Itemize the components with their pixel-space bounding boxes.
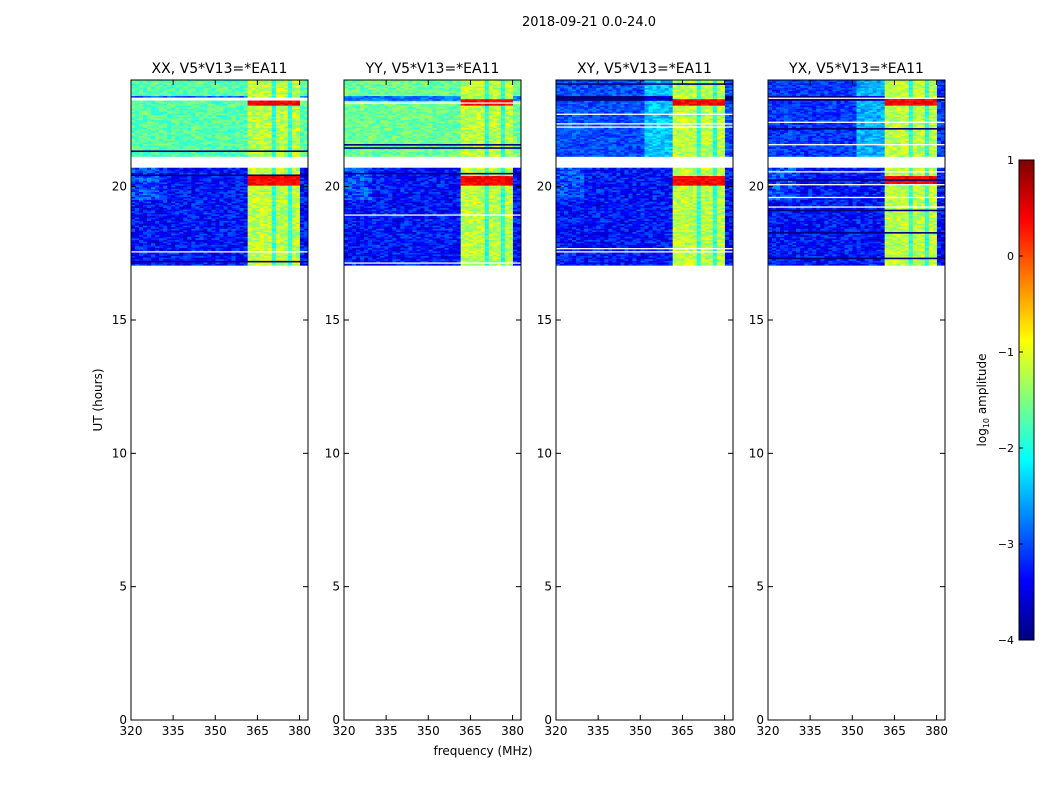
panel-0-heatmap: [131, 80, 308, 266]
panel-1-heatmap: [344, 80, 521, 266]
x-tick-label: 365: [883, 724, 906, 738]
x-tick-label: 380: [925, 724, 948, 738]
x-tick-label: 380: [501, 724, 524, 738]
y-tick-label: 5: [756, 580, 764, 594]
x-tick-label: 365: [246, 724, 269, 738]
panel-0-title: XX, V5*V13=*EA11: [152, 61, 288, 77]
x-tick-label: 320: [120, 724, 143, 738]
x-tick-label: 350: [204, 724, 227, 738]
y-tick-label: 0: [332, 713, 340, 727]
y-tick-label: 0: [544, 713, 552, 727]
figure-title: 2018-09-21 0.0-24.0: [522, 15, 656, 30]
colorbar-tick-label: −2: [998, 442, 1014, 455]
y-tick-label: 20: [537, 180, 552, 194]
x-tick-label: 335: [162, 724, 185, 738]
x-tick-label: 365: [459, 724, 482, 738]
colorbar-label: log10 amplitude: [975, 354, 991, 447]
y-tick-label: 5: [119, 580, 127, 594]
y-tick-label: 20: [112, 180, 127, 194]
x-tick-label: 380: [713, 724, 736, 738]
x-tick-label: 380: [288, 724, 311, 738]
x-tick-label: 320: [545, 724, 568, 738]
y-tick-label: 15: [537, 313, 552, 327]
colorbar-tick-label: 0: [1007, 250, 1014, 263]
panel-2-title: XY, V5*V13=*EA11: [577, 61, 712, 77]
panel-2-frame: [555, 79, 734, 721]
panel-3-frame: [767, 79, 946, 721]
y-tick-label: 5: [544, 580, 552, 594]
y-tick-label: 15: [112, 313, 127, 327]
colorbar-gradient: [1018, 159, 1035, 641]
panel-2: XY, V5*V13=*EA11 320 335 350 365 380 0 5 10 15 20: [537, 61, 736, 738]
y-tick-label: 10: [749, 446, 764, 460]
panel-1-title: YY, V5*V13=*EA11: [365, 61, 500, 77]
colorbar-tick-label: −1: [998, 346, 1014, 359]
x-tick-label: 320: [757, 724, 780, 738]
y-tick-label: 10: [537, 446, 552, 460]
y-tick-label: 20: [749, 180, 764, 194]
y-tick-label: 10: [325, 446, 340, 460]
panel-3-heatmap: [768, 80, 945, 266]
panel-0-frame: [130, 79, 309, 721]
colorbar-tick-label: −3: [998, 538, 1014, 551]
x-tick-label: 350: [841, 724, 864, 738]
y-tick-label: 15: [325, 313, 340, 327]
panel-1: YY, V5*V13=*EA11 320 335 350 365 380 0 5 10 15 20: [325, 61, 524, 738]
colorbar: −4 −3 −2 −1 0 1 log10 amplitude: [975, 154, 1035, 647]
y-tick-label: 10: [112, 446, 127, 460]
colorbar-tick-label: 1: [1007, 154, 1014, 167]
y-tick-label: 5: [332, 580, 340, 594]
x-tick-label: 320: [333, 724, 356, 738]
y-tick-label: 0: [119, 713, 127, 727]
panel-2-heatmap: [556, 80, 733, 266]
panel-1-frame: [343, 79, 522, 721]
x-tick-label: 350: [629, 724, 652, 738]
panel-0: XX, V5*V13=*EA11 320 335 350 365 380 0 5 10 15 20: [112, 61, 311, 738]
y-tick-label: 0: [756, 713, 764, 727]
panel-3: YX, V5*V13=*EA11 320 335 350 365 380 0 5 10 15 20: [749, 61, 948, 738]
y-tick-label: 15: [749, 313, 764, 327]
y-axis-label: UT (hours): [91, 368, 105, 431]
x-tick-label: 335: [587, 724, 610, 738]
x-tick-label: 335: [375, 724, 398, 738]
x-tick-label: 365: [671, 724, 694, 738]
x-tick-label: 335: [799, 724, 822, 738]
colorbar-tick-label: −4: [998, 634, 1014, 647]
x-tick-label: 350: [417, 724, 440, 738]
y-tick-label: 20: [325, 180, 340, 194]
x-axis-label: frequency (MHz): [433, 744, 532, 758]
panel-3-title: YX, V5*V13=*EA11: [788, 61, 924, 77]
